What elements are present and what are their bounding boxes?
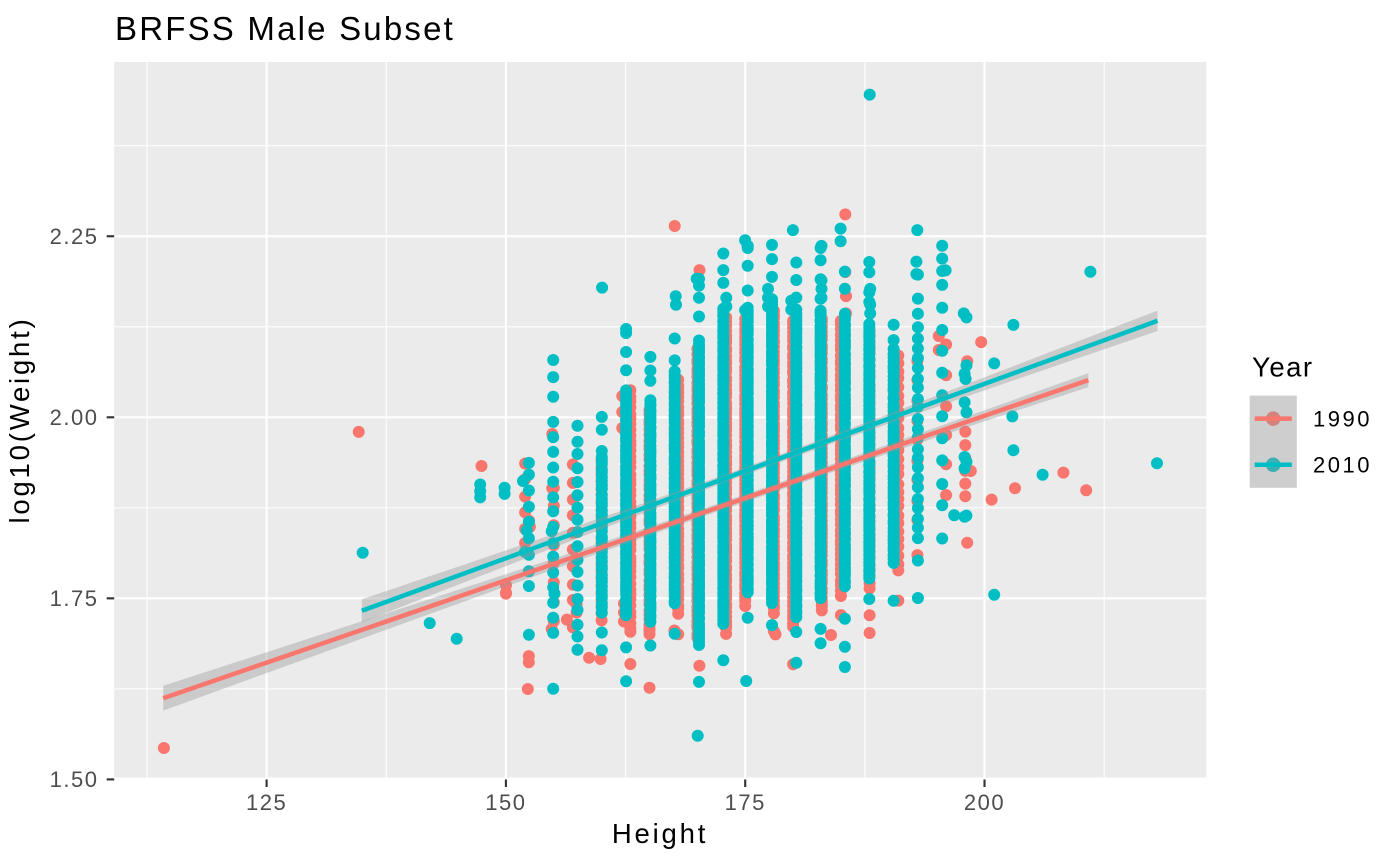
svg-text:2010: 2010 [1313,453,1372,478]
svg-text:125: 125 [246,790,287,815]
svg-text:log10(Weight): log10(Weight) [4,316,35,523]
svg-text:2.25: 2.25 [50,224,99,249]
svg-text:2.00: 2.00 [50,405,99,430]
svg-text:1.75: 1.75 [50,586,99,611]
svg-text:1990: 1990 [1313,406,1372,431]
svg-text:BRFSS Male Subset: BRFSS Male Subset [115,10,455,47]
svg-text:150: 150 [485,790,526,815]
svg-text:175: 175 [725,790,766,815]
svg-text:Year: Year [1252,352,1314,383]
svg-text:200: 200 [964,790,1005,815]
svg-text:1.50: 1.50 [50,767,99,792]
svg-text:Height: Height [612,818,708,849]
